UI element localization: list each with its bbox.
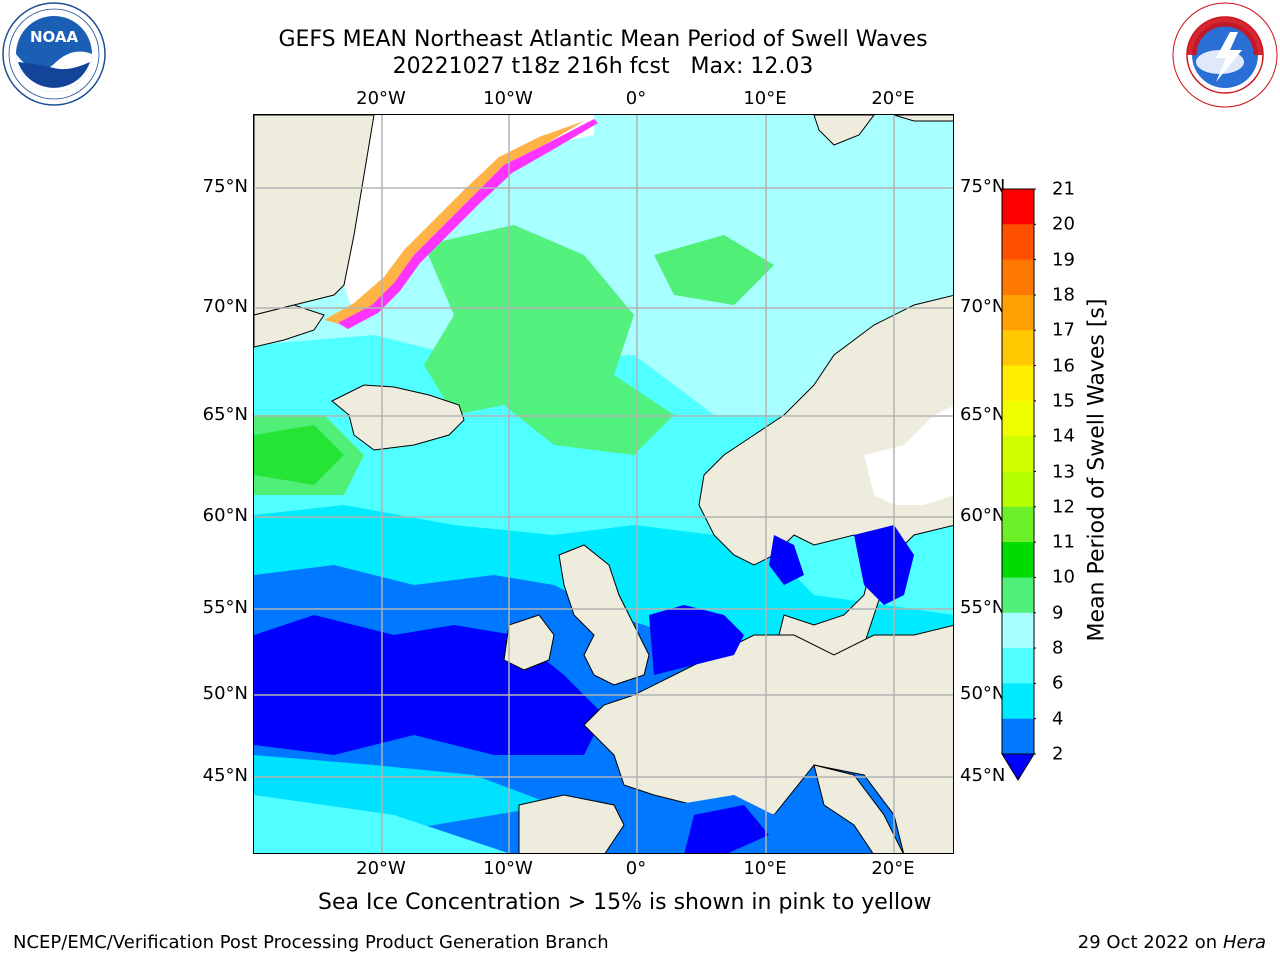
colorbar-tick-label: 18 — [1052, 284, 1075, 306]
colorbar-segment — [1002, 365, 1034, 402]
lon-tick-top: 20°E — [871, 88, 915, 109]
swell-period-map — [253, 114, 954, 854]
swell-field-9-10 — [654, 235, 774, 305]
lon-tick-bottom: 10°E — [743, 858, 787, 879]
colorbar-segment — [1002, 259, 1034, 296]
swell-field-10-11 — [254, 425, 344, 485]
colorbar-segment — [1002, 189, 1034, 225]
colorbar-segment — [1002, 436, 1034, 472]
mediterranean-field — [684, 805, 769, 853]
svalbard-land — [813, 115, 875, 146]
credit-date-text: 29 Oct 2022 on — [1077, 932, 1223, 953]
lat-tick-left: 45°N — [202, 765, 248, 786]
lon-tick-bottom: 0° — [625, 858, 647, 879]
lon-tick-top: 0° — [625, 88, 647, 109]
sea-ice-footnote: Sea Ice Concentration > 15% is shown in … — [318, 890, 932, 915]
sea-ice-edge — [338, 119, 598, 329]
nws-logo — [1172, 2, 1278, 108]
lat-tick-right: 75°N — [960, 176, 1006, 197]
colorbar-tick-label: 13 — [1052, 461, 1075, 482]
colorbar-segment — [1002, 506, 1034, 543]
lon-tick-top: 10°W — [483, 88, 533, 109]
credit-host: Hera — [1222, 932, 1266, 953]
colorbar-segment — [1002, 648, 1034, 684]
lat-tick-left: 50°N — [202, 683, 248, 704]
lat-tick-right: 50°N — [960, 683, 1006, 704]
lat-tick-right: 65°N — [960, 404, 1006, 425]
colorbar-segment — [1002, 718, 1034, 755]
ireland-land — [503, 614, 555, 671]
colorbar-segment — [1002, 400, 1034, 437]
colorbar-tick-label: 4 — [1052, 708, 1064, 730]
colorbar-tick-label: 8 — [1052, 637, 1064, 659]
map-graticule — [254, 115, 953, 853]
iceland-land — [331, 384, 465, 451]
chart-title: GEFS MEAN Northeast Atlantic Mean Period… — [278, 27, 928, 52]
noaa-logo-text: NOAA — [30, 28, 79, 46]
colorbar-segment — [1002, 542, 1034, 578]
colorbar-tick-label: 10 — [1052, 566, 1075, 588]
lat-tick-left: 75°N — [202, 176, 248, 197]
noaa-logo: NOAA — [2, 2, 106, 106]
lon-tick-top: 10°E — [743, 88, 787, 109]
colorbar-segment — [1002, 330, 1034, 367]
colorbar-segment — [1002, 612, 1034, 649]
baltic-gulf — [864, 405, 953, 505]
lat-tick-right: 45°N — [960, 765, 1006, 786]
colorbar-tick-label: 17 — [1052, 319, 1075, 341]
lat-tick-left: 70°N — [202, 296, 248, 317]
lon-tick-bottom: 20°E — [871, 858, 915, 879]
lat-tick-left: 65°N — [202, 404, 248, 425]
north-sea-field — [649, 605, 744, 675]
lon-tick-bottom: 10°W — [483, 858, 533, 879]
colorbar-segment — [1002, 224, 1034, 261]
colorbar-tick-label: 20 — [1052, 213, 1075, 235]
svalbard-land — [893, 115, 953, 122]
chart-subtitle: 20221027 t18z 216h fcst Max: 12.03 — [392, 54, 814, 79]
lat-tick-right: 55°N — [960, 597, 1006, 618]
swell-field-6-8-south — [254, 795, 508, 853]
lon-tick-bottom: 20°W — [356, 858, 406, 879]
colorbar-tick-label: 19 — [1052, 249, 1075, 271]
colorbar-tick-label: 21 — [1052, 178, 1075, 200]
italy-land — [813, 764, 904, 853]
credit-branch: NCEP/EMC/Verification Post Processing Pr… — [13, 932, 609, 953]
colorbar-segment — [1002, 577, 1034, 614]
colorbar-tick-label: 14 — [1052, 425, 1075, 447]
skagerrak-field — [769, 535, 804, 585]
colorbar-tick-label: 6 — [1052, 672, 1064, 694]
credit-date: 29 Oct 2022 on Hera — [1078, 932, 1266, 953]
lat-tick-right: 70°N — [960, 296, 1006, 317]
colorbar-segment — [1002, 683, 1034, 720]
lat-tick-left: 60°N — [202, 505, 248, 526]
iberia-land — [518, 794, 625, 853]
sea-ice-edge — [324, 115, 594, 325]
great-britain-land — [558, 544, 650, 686]
lat-tick-left: 55°N — [202, 597, 248, 618]
baltic-field — [854, 525, 914, 605]
colorbar-tick-label: 15 — [1052, 390, 1075, 412]
colorbar-tick-label: 2 — [1052, 743, 1064, 765]
colorbar-tick-label: 11 — [1052, 531, 1075, 553]
colorbar-tick-label: 12 — [1052, 496, 1075, 518]
colorbar-tick-label: 16 — [1052, 355, 1075, 377]
colorbar-extend-arrow — [1001, 753, 1035, 781]
lat-tick-right: 60°N — [960, 505, 1006, 526]
colorbar-segment — [1002, 471, 1034, 508]
colorbar-tick-label: 9 — [1052, 602, 1064, 624]
swell-field-9-10 — [424, 225, 674, 455]
greenland-land — [254, 304, 325, 348]
colorbar — [1000, 187, 1037, 783]
colorbar-title: Mean Period of Swell Waves [s] — [1084, 298, 1110, 642]
lon-tick-top: 20°W — [356, 88, 406, 109]
colorbar-segment — [1002, 294, 1034, 331]
